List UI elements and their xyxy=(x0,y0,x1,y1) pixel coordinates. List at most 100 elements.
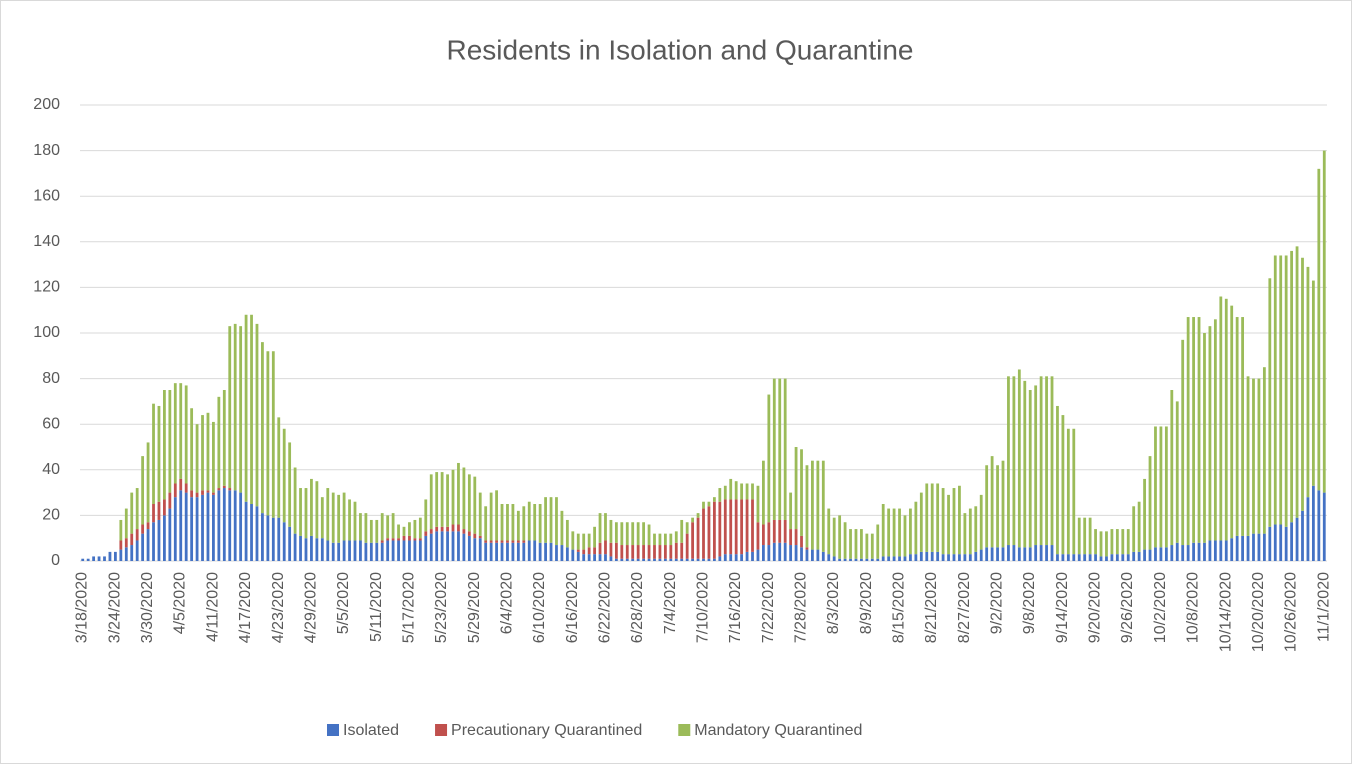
x-tick-label: 5/17/2020 xyxy=(401,572,418,643)
bar-segment xyxy=(1306,266,1310,498)
bar-segment xyxy=(1126,529,1130,555)
bar-segment xyxy=(761,524,765,546)
bar-segment xyxy=(440,531,444,561)
bar-segment xyxy=(484,506,488,541)
bar-segment xyxy=(1066,428,1070,555)
x-tick-year: 2020 xyxy=(270,572,287,608)
bar-segment xyxy=(261,513,264,561)
bar-segment xyxy=(1099,531,1103,557)
bar-segment xyxy=(805,547,809,550)
x-tick-label: 4/23/2020 xyxy=(270,572,287,643)
bar-segment xyxy=(424,535,428,561)
x-tick-label: 8/21/2020 xyxy=(923,572,940,643)
bar-segment xyxy=(990,456,994,548)
bar-segment xyxy=(386,538,390,541)
bar-segment xyxy=(293,467,297,534)
bar-segment xyxy=(609,519,613,543)
bar-segment xyxy=(685,558,689,561)
bar-segment xyxy=(925,483,929,552)
bar-segment xyxy=(201,415,204,491)
bar-segment xyxy=(440,526,444,532)
bar-segment xyxy=(271,351,275,518)
bar-segment xyxy=(500,540,504,543)
bar-segment xyxy=(386,515,390,539)
y-tick-label: 20 xyxy=(42,507,60,524)
bar-segment xyxy=(516,540,520,543)
bar-segment xyxy=(832,556,836,561)
bar-segment xyxy=(190,497,194,561)
bar-segment xyxy=(326,488,330,541)
x-tick-year: 2020 xyxy=(1315,572,1332,608)
bar-segment xyxy=(380,542,384,561)
x-tick-category: 10/2 xyxy=(1152,612,1169,643)
bar-segment xyxy=(413,538,417,541)
bar-segment xyxy=(930,551,934,561)
bar-segment xyxy=(778,378,782,520)
bar-segment xyxy=(1241,535,1244,561)
bar-segment xyxy=(277,517,281,561)
bar-segment xyxy=(1159,426,1163,548)
bar-segment xyxy=(408,535,411,541)
bar-segment xyxy=(467,535,471,561)
bar-segment xyxy=(990,547,994,561)
bar-segment xyxy=(571,549,575,561)
bar-segment xyxy=(255,506,259,561)
x-tick-label: 8/3/2020 xyxy=(825,572,842,634)
x-tick-label: 8/27/2020 xyxy=(956,572,973,643)
x-tick-label: 10/26/2020 xyxy=(1283,572,1300,652)
bar-segment xyxy=(201,494,204,561)
bar-segment xyxy=(304,488,308,539)
bar-segment xyxy=(870,558,874,561)
bar-segment xyxy=(391,538,395,541)
bar-segment xyxy=(783,542,787,561)
bar-segment xyxy=(135,540,139,561)
bar-segment xyxy=(892,508,896,557)
bar-segment xyxy=(190,490,194,498)
bar-segment xyxy=(587,554,591,561)
bar-segment xyxy=(527,501,531,541)
bar-segment xyxy=(119,549,123,561)
x-tick-category: 8/15 xyxy=(891,612,908,643)
bar-segment xyxy=(522,542,526,561)
bar-segment xyxy=(435,531,439,561)
bar-segment xyxy=(179,478,183,491)
bar-segment xyxy=(1273,524,1277,561)
bar-segment xyxy=(402,535,406,541)
bar-segment xyxy=(446,526,449,532)
x-tick-category: 9/14 xyxy=(1054,612,1071,643)
bar-segment xyxy=(522,506,526,541)
bar-segment xyxy=(729,478,733,500)
bar-segment xyxy=(663,533,667,546)
x-tick-label: 8/9/2020 xyxy=(858,572,875,634)
x-tick-separator: / xyxy=(597,607,614,612)
bar-segment xyxy=(250,504,253,561)
x-tick-separator: / xyxy=(237,607,254,612)
bar-segment xyxy=(772,519,776,543)
bar-segment xyxy=(565,547,569,561)
bar-segment xyxy=(1023,547,1027,561)
bar-segment xyxy=(663,558,667,561)
bar-segment xyxy=(636,558,640,561)
bar-segment xyxy=(124,547,128,561)
x-tick-separator: / xyxy=(1283,607,1300,612)
x-tick-separator: / xyxy=(858,607,875,612)
x-tick-separator: / xyxy=(956,607,973,612)
bar-segment xyxy=(870,533,874,559)
bar-segment xyxy=(794,529,798,546)
bar-segment xyxy=(397,540,400,561)
bar-segment xyxy=(1017,547,1021,561)
bar-segment xyxy=(1175,542,1179,561)
bar-segment xyxy=(92,556,96,561)
bar-segment xyxy=(337,494,341,543)
bar-segment xyxy=(1230,305,1234,539)
x-tick-label: 7/22/2020 xyxy=(760,572,777,643)
bar-segment xyxy=(696,517,700,559)
bar-segment xyxy=(1268,526,1272,561)
bar-segment xyxy=(1164,426,1168,548)
bar-segment xyxy=(1203,542,1206,561)
x-tick-separator: / xyxy=(1021,607,1038,612)
bar-segment xyxy=(337,542,341,561)
bar-segment xyxy=(1012,376,1016,546)
bar-segment xyxy=(228,490,232,561)
bar-segment xyxy=(674,558,678,561)
